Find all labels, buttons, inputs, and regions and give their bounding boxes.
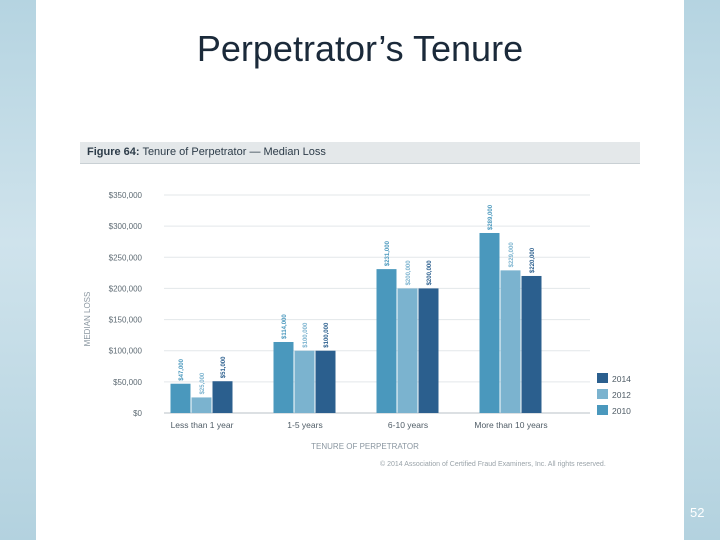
bar-value-label: $229,000 (509, 242, 515, 268)
y-tick-label: $200,000 (109, 284, 143, 293)
page-number: 52 (690, 505, 705, 520)
right-decorative-bar (684, 0, 720, 540)
left-decorative-bar (0, 0, 36, 540)
x-axis-label: TENURE OF PERPETRATOR (311, 442, 419, 451)
slide-title: Perpetrator’s Tenure (196, 28, 524, 69)
bar-value-label: $200,000 (427, 260, 433, 286)
bar-value-label: $231,000 (385, 240, 391, 266)
legend-swatch-2012 (597, 389, 608, 399)
figure-caption-text: Tenure of Perpetrator — Median Loss (142, 146, 326, 158)
legend-label-2010: 2010 (612, 406, 631, 416)
y-tick-label: $0 (133, 409, 142, 418)
bar-2014-0 (212, 381, 233, 413)
y-tick-label: $50,000 (113, 378, 142, 387)
bar-2010-3 (479, 232, 500, 413)
bar-value-label: $289,000 (488, 204, 494, 230)
bar-2012-1 (294, 350, 315, 413)
bar-value-label: $220,000 (530, 247, 536, 273)
figure-label: Figure 64: (87, 146, 140, 158)
x-tick-label: 1-5 years (287, 420, 322, 430)
legend-swatch-2010 (597, 405, 608, 415)
bar-value-label: $100,000 (324, 322, 330, 348)
bar-value-label: $200,000 (406, 260, 412, 286)
bar-2012-0 (191, 397, 212, 413)
x-tick-label: More than 10 years (474, 420, 547, 430)
bar-2012-3 (500, 270, 521, 413)
bar-2010-1 (273, 341, 294, 413)
figure-caption-band: Figure 64: Tenure of Perpetrator — Media… (80, 142, 640, 164)
bar-value-label: $25,000 (200, 372, 206, 394)
bar-value-label: $114,000 (282, 314, 288, 339)
y-axis-label: MEDIAN LOSS (83, 292, 92, 347)
bar-2010-0 (170, 383, 191, 413)
bar-2014-1 (315, 350, 336, 413)
bar-2014-3 (521, 275, 542, 413)
y-tick-label: $350,000 (109, 191, 143, 200)
x-tick-label: 6-10 years (388, 420, 428, 430)
legend-label-2012: 2012 (612, 390, 631, 400)
copyright-notice: © 2014 Association of Certified Fraud Ex… (380, 461, 606, 468)
bar-value-label: $47,000 (179, 358, 185, 380)
y-tick-label: $100,000 (109, 347, 143, 356)
legend-swatch-2014 (597, 373, 608, 383)
x-tick-label: Less than 1 year (171, 420, 234, 430)
figure-caption: Figure 64: Tenure of Perpetrator — Media… (87, 146, 326, 158)
bar-value-label: $51,000 (221, 356, 227, 378)
y-tick-label: $150,000 (109, 316, 143, 325)
bar-2014-2 (418, 288, 439, 413)
legend-label-2014: 2014 (612, 374, 631, 384)
y-tick-label: $300,000 (109, 222, 143, 231)
bar-2010-2 (376, 269, 397, 413)
bar-2012-2 (397, 288, 418, 413)
bar-value-label: $100,000 (303, 322, 309, 348)
y-tick-label: $250,000 (109, 253, 143, 262)
